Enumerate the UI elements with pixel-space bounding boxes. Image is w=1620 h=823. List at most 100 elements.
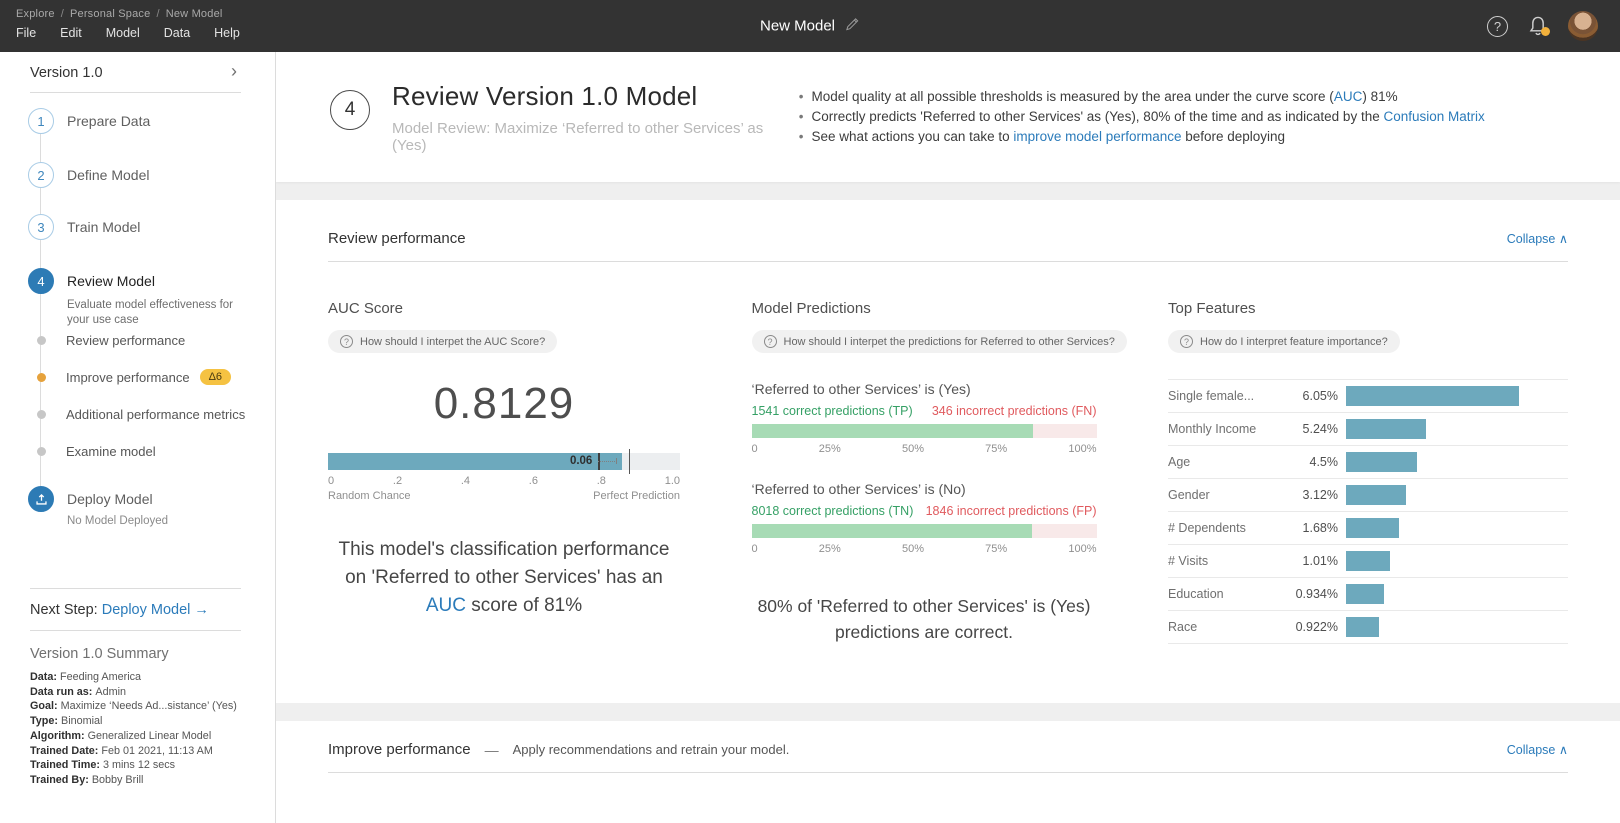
improve-performance-link[interactable]: improve model performance: [1013, 129, 1182, 144]
window-title-text: New Model: [759, 17, 836, 35]
collapse-chevron-icon: ∧: [1558, 232, 1568, 246]
improve-performance-panel: Improve performance — Apply recommendati…: [276, 721, 1620, 823]
breadcrumb: Explore / Personal Space / New Model: [16, 8, 240, 20]
auc-gauge-cursor: [628, 449, 630, 474]
topbar-actions: ?: [1487, 0, 1620, 52]
correct-predictions-label: 8018 correct predictions (TN): [751, 504, 914, 518]
sidebar-step-prepare-data[interactable]: 1 Prepare Data: [28, 108, 150, 134]
collapse-chevron-icon: ∧: [1558, 743, 1568, 757]
bullet-confusion-matrix: • Correctly predicts 'Referred to other …: [798, 109, 1485, 124]
feature-importance-table: Single female... 6.05% Monthly Income 5.24…: [1168, 379, 1568, 644]
auc-link[interactable]: AUC: [1333, 89, 1363, 104]
incorrect-predictions-label: 1846 incorrect predictions (FP): [925, 504, 1097, 518]
feature-row: Single female... 6.05%: [1168, 380, 1568, 413]
breadcrumb-explore[interactable]: Explore: [16, 8, 55, 20]
prediction-axis: 0 25% 50% 75% 100%: [751, 543, 1097, 555]
confusion-matrix-link[interactable]: Confusion Matrix: [1383, 109, 1485, 124]
prediction-bar: [751, 524, 1097, 538]
menu-data[interactable]: Data: [163, 26, 191, 40]
step-2-circle: 2: [28, 162, 54, 188]
version-summary: Data: Feeding America Data run as: Admin G…: [30, 670, 255, 788]
sidebar-step-deploy-model[interactable]: Deploy Model: [28, 486, 153, 512]
feature-bar-fill: [1346, 386, 1520, 406]
correct-predictions-label: 1541 correct predictions (TP): [751, 404, 913, 418]
menu-help[interactable]: Help: [214, 26, 240, 40]
predictions-help-pill[interactable]: ? How should I interpet the predictions …: [751, 330, 1127, 353]
header-titles: Review Version 1.0 Model Model Review: M…: [392, 81, 799, 154]
bullet-auc: • Model quality at all possible threshol…: [798, 89, 1398, 104]
question-icon: ?: [340, 335, 353, 348]
menu-model[interactable]: Model: [105, 26, 140, 40]
sidebar-substep-additional-metrics[interactable]: Additional performance metrics: [28, 402, 245, 426]
topbar: Explore / Personal Space / New Model Fil…: [0, 0, 1620, 52]
step-2-label: Define Model: [67, 167, 150, 183]
auc-axis-ticks: 0.2.4.6.8 1.0: [328, 475, 680, 487]
auc-gauge-fill: [328, 453, 622, 470]
edit-pencil-icon[interactable]: [845, 17, 860, 36]
feature-row: Race 0.922%: [1168, 611, 1568, 644]
notifications-bell-icon[interactable]: [1528, 15, 1550, 37]
collapse-review-link[interactable]: Collapse ∧: [1506, 232, 1568, 246]
step-4-badge: 4: [330, 90, 370, 130]
deploy-status: No Model Deployed: [67, 515, 169, 527]
substep-label: Examine model: [66, 443, 156, 459]
feature-bar-fill: [1346, 452, 1418, 472]
menu-edit[interactable]: Edit: [60, 26, 82, 40]
summary-row: Trained Date: Feb 01 2021, 11:13 AM: [30, 744, 213, 757]
avatar[interactable]: [1568, 11, 1598, 41]
feature-bar-fill: [1346, 485, 1406, 505]
summary-row: Data: Feeding America: [30, 671, 142, 683]
random-chance-label: Random Chance: [328, 490, 411, 502]
divider: [328, 261, 1568, 262]
next-step: Next Step: Deploy Model →: [30, 602, 209, 618]
improve-performance-title: Improve performance: [328, 741, 471, 758]
auc-help-pill[interactable]: ? How should I interpet the AUC Score?: [328, 330, 558, 353]
breadcrumb-new-model[interactable]: New Model: [165, 8, 223, 20]
sidebar-substep-review-performance[interactable]: Review performance: [28, 328, 185, 352]
step-3-circle: 3: [28, 214, 54, 240]
auc-score-title: AUC Score: [328, 300, 404, 317]
sidebar-step-review-model[interactable]: 4 Review Model: [28, 268, 155, 294]
sidebar-substep-examine-model[interactable]: Examine model: [28, 439, 156, 463]
window-title: New Model: [760, 17, 860, 36]
prediction-group-heading: ‘Referred to other Services’ is (Yes): [751, 381, 971, 397]
bullet-improve: • See what actions you can take to impro…: [798, 129, 1286, 144]
collapse-improve-link[interactable]: Collapse ∧: [1506, 743, 1568, 757]
model-predictions-column: Model Predictions ? How should I interpe…: [751, 300, 1127, 645]
breadcrumb-separator: /: [60, 8, 64, 20]
model-predictions-title: Model Predictions: [751, 300, 871, 317]
next-step-deploy-link[interactable]: Deploy Model →: [101, 602, 209, 618]
top-features-column: Top Features ? How do I interpret featur…: [1168, 300, 1568, 645]
dash: —: [484, 741, 499, 758]
substep-dot-icon: [37, 409, 46, 419]
step-connector-line: [40, 121, 41, 499]
deploy-label: Deploy Model: [67, 491, 153, 507]
sidebar-substep-improve-performance[interactable]: Improve performance Δ6: [28, 365, 232, 389]
feature-bar-fill: [1346, 419, 1426, 439]
breadcrumb-personal-space[interactable]: Personal Space: [69, 8, 151, 20]
question-icon: ?: [1180, 335, 1193, 348]
summary-row: Type: Binomial: [30, 715, 103, 728]
substep-dot-icon: [37, 446, 46, 456]
page-title: Review Version 1.0 Model: [392, 80, 698, 111]
version-selector[interactable]: Version 1.0: [30, 65, 103, 81]
sidebar-step-train-model[interactable]: 3 Train Model: [28, 214, 140, 240]
features-help-pill[interactable]: ? How do I interpret feature importance?: [1168, 330, 1400, 353]
auc-score-value: 0.8129: [433, 379, 575, 428]
improve-performance-subtitle: Apply recommendations and retrain your m…: [512, 742, 790, 757]
prediction-axis: 0 25% 50% 75% 100%: [751, 443, 1097, 455]
help-icon[interactable]: ?: [1487, 15, 1508, 37]
step-4-description: Evaluate model effectiveness for your us…: [67, 299, 233, 326]
substep-label: Review performance: [66, 332, 186, 348]
auc-score-column: AUC Score ? How should I interpet the AU…: [328, 300, 680, 645]
top-features-title: Top Features: [1168, 300, 1256, 317]
auc-link[interactable]: AUC: [425, 595, 466, 616]
prediction-bar-fill: [751, 524, 1032, 538]
summary-row: Trained By: Bobby Brill: [30, 773, 144, 786]
sidebar-step-define-model[interactable]: 2 Define Model: [28, 162, 150, 188]
substep-dot-icon: [37, 335, 46, 345]
chevron-right-icon[interactable]: ›: [231, 61, 237, 81]
menu-file[interactable]: File: [16, 26, 37, 40]
topbar-left: Explore / Personal Space / New Model Fil…: [0, 0, 240, 52]
summary-row: Data run as: Admin: [30, 685, 127, 698]
